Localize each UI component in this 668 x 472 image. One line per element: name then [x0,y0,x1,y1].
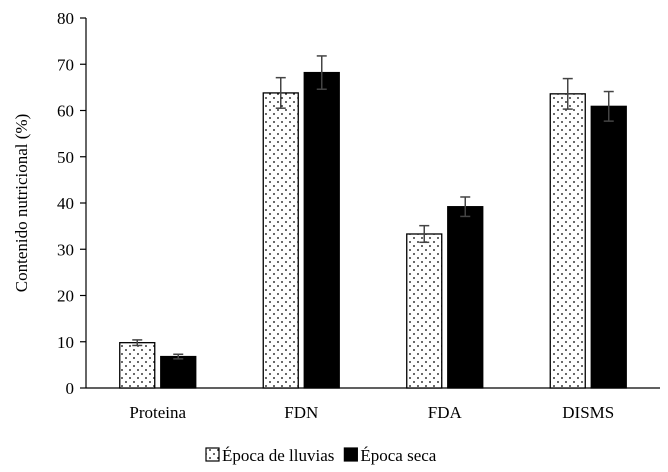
bar-seca [590,105,627,389]
y-tick-label: 20 [57,287,74,306]
x-category-label: DISMS [562,403,614,422]
legend-label: Época de lluvias [222,446,334,465]
legend: Época de lluvias Época seca [205,446,437,465]
y-axis: 0 10 20 30 40 50 60 70 80 [57,9,87,398]
legend-label: Época seca [360,446,436,465]
bar-lluvias [406,233,443,389]
y-tick-label: 10 [57,333,74,352]
bar-lluvias [549,93,586,389]
x-category-label: FDA [428,403,463,422]
x-axis: Proteina FDN FDA DISMS [86,387,660,422]
y-tick-label: 0 [66,379,75,398]
y-tick-label: 70 [57,55,74,74]
bar-lluvias [262,92,299,389]
y-tick-label: 30 [57,240,74,259]
bar-seca [303,71,340,389]
bar-lluvias [119,342,156,389]
y-tick-label: 40 [57,194,74,213]
y-tick-label: 80 [57,9,74,28]
y-axis-title: Contenido nutricional (%) [12,114,31,292]
bars [119,55,627,389]
bar-seca [160,355,197,389]
x-category-label: FDN [284,403,318,422]
legend-swatch-seca [343,447,358,462]
y-tick-label: 50 [57,148,74,167]
legend-swatch-lluvias [205,447,220,462]
x-category-label: Proteina [129,403,186,422]
y-tick-label: 60 [57,102,74,121]
bar-seca [447,206,484,389]
